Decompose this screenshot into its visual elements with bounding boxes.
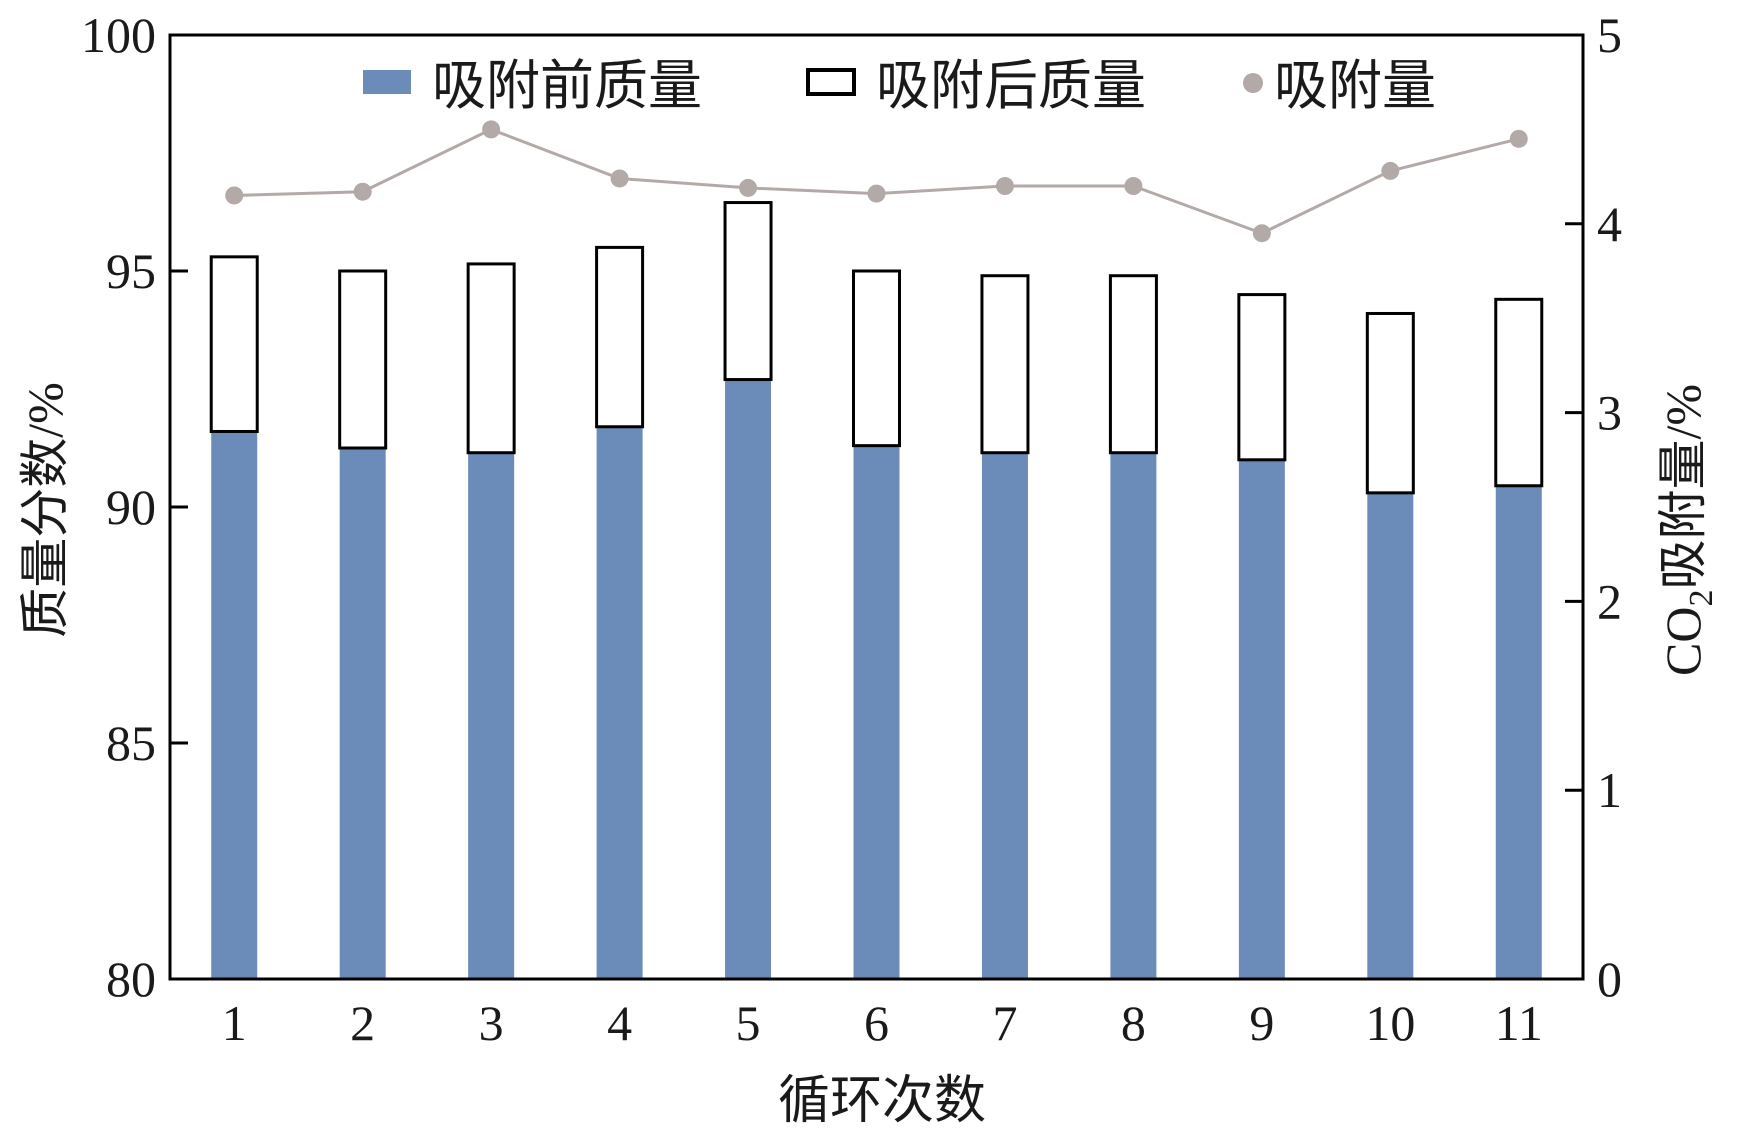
y2-title-prefix: CO [1655,607,1711,676]
bar-after-3 [466,262,516,455]
x-tick-label-2: 2 [350,995,375,1051]
bar-after-1 [209,255,259,433]
x-tick-label-10: 10 [1365,995,1415,1051]
bar-before-7 [981,452,1028,980]
x-tick-label-3: 3 [479,995,504,1051]
line-layer [225,120,1528,243]
y-tick-label-95: 95 [106,243,156,299]
bar-after-4 [595,245,645,429]
y-tick-label-85: 85 [106,715,156,771]
legend-swatch-before [363,70,411,94]
bar-before-11 [1495,485,1542,979]
bar-before-10 [1367,492,1414,979]
bar-after-2 [338,269,388,450]
adsorption-point-5 [739,178,758,197]
legend: 吸附前质量 吸附后质量 吸附量 [363,56,1436,116]
x-tick-label-4: 4 [607,995,632,1051]
bar-before-2 [339,448,386,979]
y-tick-label-80: 80 [106,951,156,1007]
bar-before-1 [211,431,258,980]
adsorption-point-7 [995,177,1014,196]
adsorption-point-1 [225,186,244,205]
adsorption-point-4 [610,169,629,188]
bar-before-6 [853,445,900,979]
y2-axis-title: CO2吸附量/% [1655,384,1720,676]
y-tick-label-100: 100 [81,7,156,63]
legend-label-before: 吸附前质量 [432,56,702,116]
x-axis-title: 循环次数 [778,1073,986,1130]
x-tick-label-7: 7 [992,995,1017,1051]
bar-before-3 [468,452,515,980]
legend-marker-adsorption [1243,73,1263,93]
bar-after-10 [1365,311,1415,495]
y2-tick-label-5: 5 [1597,7,1622,63]
bar-after-5 [723,201,773,382]
adsorption-point-11 [1509,129,1528,148]
y2-title-sub: 2 [1683,590,1720,607]
bar-before-4 [596,426,643,979]
adsorption-line [234,127,1520,235]
x-tick-label-5: 5 [736,995,761,1051]
adsorption-point-6 [867,184,886,203]
bar-after-11 [1494,297,1544,488]
adsorption-point-3 [482,120,501,139]
adsorption-point-10 [1381,161,1400,180]
y2-tick-label-3: 3 [1597,385,1622,441]
bar-before-5 [725,379,772,979]
adsorption-point-2 [353,182,372,201]
y-tick-label-90: 90 [106,479,156,535]
y2-tick-label-2: 2 [1597,573,1622,629]
legend-label-adsorption: 吸附量 [1274,56,1436,116]
x-tick-label-9: 9 [1249,995,1274,1051]
ticks-layer: 80 85 90 95 100 0 1 2 3 4 5 1 2 3 4 5 6 7 8 9 10 11 [81,7,1622,1051]
bar-after-7 [980,274,1030,455]
y-axis-title: 质量分数/% [17,382,73,638]
bars-layer [209,201,1544,980]
adsorption-point-9 [1252,224,1271,243]
legend-label-after: 吸附后质量 [876,56,1146,116]
y2-tick-label-1: 1 [1597,762,1622,818]
x-tick-label-8: 8 [1121,995,1146,1051]
bar-before-8 [1110,452,1157,980]
legend-swatch-after [806,68,856,96]
adsorption-point-8 [1124,177,1143,196]
y2-title-suffix: 吸附量/% [1655,384,1711,590]
bar-after-6 [852,269,901,448]
y2-tick-label-0: 0 [1597,951,1622,1007]
x-tick-label-11: 11 [1495,995,1543,1051]
y2-tick-label-4: 4 [1597,196,1622,252]
bar-before-9 [1238,459,1285,979]
bar-after-8 [1108,274,1158,455]
x-tick-label-6: 6 [864,995,889,1051]
x-tick-label-1: 1 [222,995,247,1051]
bar-after-9 [1237,293,1287,462]
